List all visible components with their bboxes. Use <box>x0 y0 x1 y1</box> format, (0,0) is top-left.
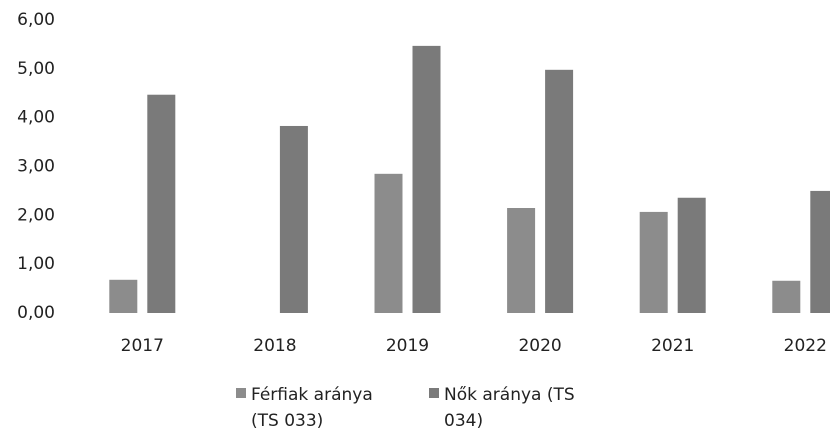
legend-label: Nők aránya (TS 034) <box>444 385 575 431</box>
bar <box>639 211 668 313</box>
y-tick-label: 3,00 <box>17 157 55 177</box>
y-tick-label: 1,00 <box>17 254 55 274</box>
legend-item: Férfiak aránya (TS 033) <box>236 382 401 434</box>
legend-label: Férfiak aránya (TS 033) <box>251 385 373 431</box>
y-tick-label: 2,00 <box>17 205 55 225</box>
bar <box>677 197 706 313</box>
bar <box>545 69 574 313</box>
legend: Férfiak aránya (TS 033) Nők aránya (TS 03… <box>0 382 830 434</box>
x-tick-label: 2017 <box>121 336 164 356</box>
x-tick-label: 2020 <box>518 336 561 356</box>
bar <box>147 94 176 313</box>
y-tick-label: 6,00 <box>17 10 55 30</box>
y-tick-label: 4,00 <box>17 108 55 128</box>
legend-swatch <box>429 388 439 398</box>
bar <box>412 45 441 314</box>
bar <box>810 190 830 313</box>
x-tick-label: 2022 <box>784 336 827 356</box>
x-tick-label: 2021 <box>651 336 694 356</box>
bar <box>507 208 536 313</box>
x-tick-label: 2018 <box>253 336 296 356</box>
y-tick-label: 5,00 <box>17 59 55 79</box>
bar <box>374 173 403 313</box>
x-tick-label: 2019 <box>386 336 429 356</box>
legend-swatch <box>236 388 246 398</box>
bar <box>279 125 308 314</box>
legend-item: Nők aránya (TS 034) <box>429 382 594 434</box>
bar <box>772 280 801 313</box>
y-tick-label: 0,00 <box>17 303 55 323</box>
bar <box>109 279 138 313</box>
